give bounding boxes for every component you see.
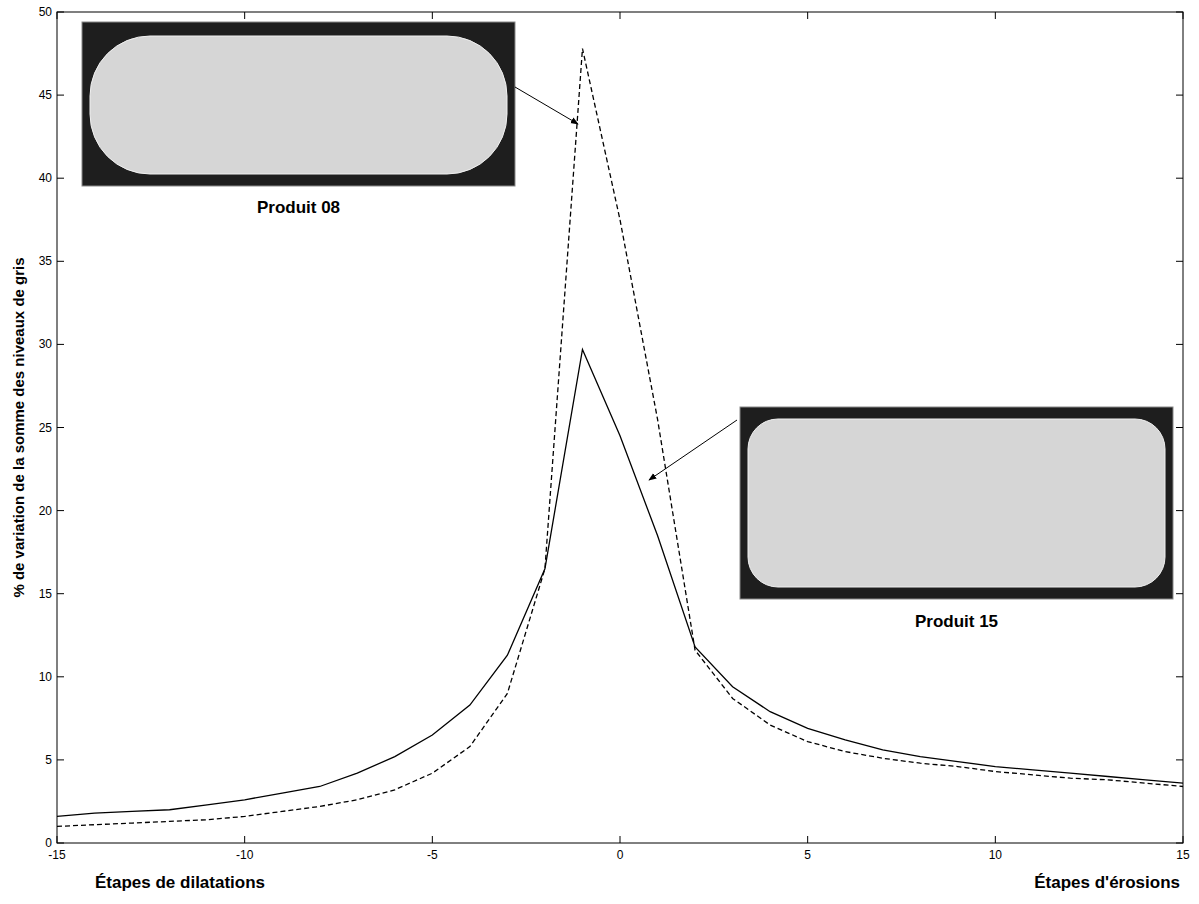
y-tick-label: 35 bbox=[39, 254, 53, 268]
y-tick bbox=[57, 178, 64, 179]
x-tick-top bbox=[432, 12, 433, 19]
y-axis-title: % de variation de la somme des niveaux d… bbox=[10, 257, 27, 597]
x-tick bbox=[995, 836, 996, 843]
x-tick bbox=[807, 836, 808, 843]
product-caption: Produit 15 bbox=[915, 612, 998, 631]
x-tick-top bbox=[57, 12, 58, 19]
product-caption: Produit 08 bbox=[257, 198, 340, 217]
y-tick bbox=[57, 676, 64, 677]
y-tick bbox=[57, 510, 64, 511]
y-tick-right bbox=[1176, 12, 1183, 13]
y-tick-label: 25 bbox=[39, 421, 53, 435]
y-tick bbox=[57, 344, 64, 345]
y-tick bbox=[57, 843, 64, 844]
y-tick bbox=[57, 593, 64, 594]
x-tick-label: -10 bbox=[236, 848, 254, 862]
y-tick-right bbox=[1176, 759, 1183, 760]
x-tick-top bbox=[620, 12, 621, 19]
y-tick bbox=[57, 12, 64, 13]
product-slice bbox=[748, 419, 1165, 587]
x-tick bbox=[1183, 836, 1184, 843]
x-tick bbox=[244, 836, 245, 843]
y-tick-label: 30 bbox=[39, 337, 53, 351]
series-line bbox=[57, 349, 1183, 816]
x-tick-top bbox=[807, 12, 808, 19]
y-tick bbox=[57, 95, 64, 96]
product-image bbox=[82, 22, 515, 186]
x-axis-title-right: Étapes d'érosions bbox=[1034, 873, 1180, 892]
x-tick bbox=[57, 836, 58, 843]
y-tick-label: 15 bbox=[39, 587, 53, 601]
x-tick bbox=[432, 836, 433, 843]
x-tick-label: 10 bbox=[989, 848, 1003, 862]
chart: -15 -10 -5 0 5 10 15 0 5 10 15 20 25 30 35 40 45 50 % de v… bbox=[0, 0, 1199, 904]
product-slice bbox=[90, 36, 507, 174]
y-tick-label: 5 bbox=[45, 753, 52, 767]
x-tick-top bbox=[995, 12, 996, 19]
y-tick-right bbox=[1176, 593, 1183, 594]
y-tick-label: 45 bbox=[39, 88, 53, 102]
y-tick-right bbox=[1176, 427, 1183, 428]
y-tick-label: 50 bbox=[39, 5, 53, 19]
x-tick-top bbox=[244, 12, 245, 19]
x-tick-label: -5 bbox=[427, 848, 438, 862]
y-tick-label: 20 bbox=[39, 504, 53, 518]
x-tick bbox=[620, 836, 621, 843]
y-tick-right bbox=[1176, 95, 1183, 96]
y-tick bbox=[57, 427, 64, 428]
annotation-arrow bbox=[515, 87, 578, 124]
x-tick-label: 0 bbox=[617, 848, 624, 862]
x-axis-title-left: Étapes de dilatations bbox=[95, 873, 265, 892]
y-tick-right bbox=[1176, 510, 1183, 511]
y-tick-label: 40 bbox=[39, 171, 53, 185]
y-tick-right bbox=[1176, 843, 1183, 844]
y-tick-label: 10 bbox=[39, 670, 53, 684]
plot-frame bbox=[57, 12, 1183, 843]
y-tick-right bbox=[1176, 676, 1183, 677]
y-tick-right bbox=[1176, 344, 1183, 345]
y-tick-right bbox=[1176, 261, 1183, 262]
y-tick bbox=[57, 759, 64, 760]
x-tick-label: -15 bbox=[48, 848, 66, 862]
x-tick-top bbox=[1183, 12, 1184, 19]
x-tick-label: 5 bbox=[804, 848, 811, 862]
x-tick-label: 15 bbox=[1176, 848, 1190, 862]
y-tick-right bbox=[1176, 178, 1183, 179]
y-tick bbox=[57, 261, 64, 262]
y-tick-label: 0 bbox=[45, 836, 52, 850]
annotation-arrow bbox=[649, 420, 737, 480]
product-image bbox=[740, 407, 1173, 599]
